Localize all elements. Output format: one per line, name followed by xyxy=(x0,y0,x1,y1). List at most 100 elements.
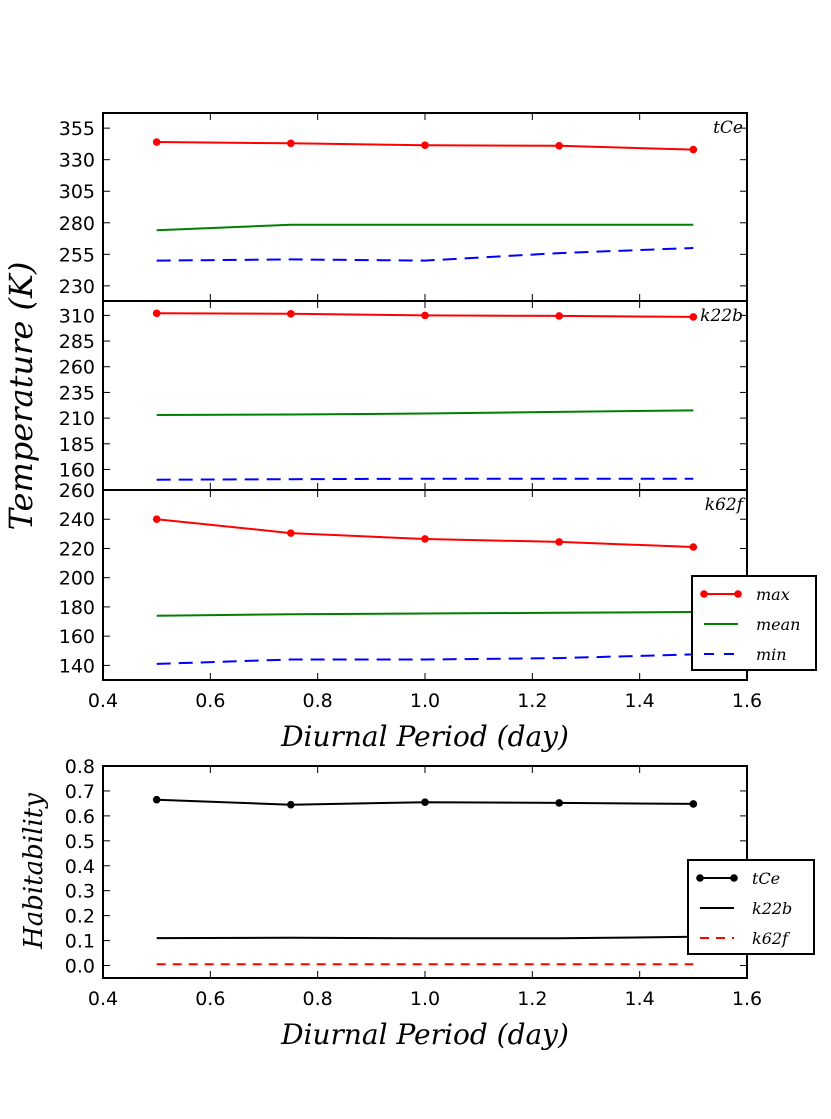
ytick-label: 255 xyxy=(59,244,95,266)
series-max-point xyxy=(555,538,563,546)
xtick-label: 1.4 xyxy=(625,690,655,712)
series-max-point xyxy=(287,529,295,537)
panel-k22b: 310 285 260 235 210 185 160 k22b xyxy=(59,300,748,491)
xtick-label: 0.4 xyxy=(88,988,118,1010)
legend-label-mean: mean xyxy=(756,615,800,634)
ytick-label: 305 xyxy=(59,181,95,203)
legend-marker xyxy=(700,590,708,598)
series-tCe-point xyxy=(421,798,429,806)
legend: tCe k22b k62f xyxy=(687,859,815,955)
panel-annotation: k62f xyxy=(705,495,746,515)
ytick-label: 0.8 xyxy=(65,756,95,778)
habitability-ylabel: Habitability xyxy=(19,793,49,950)
ytick-label: 310 xyxy=(59,305,95,327)
ytick-label: 160 xyxy=(59,459,95,481)
xtick-label: 0.4 xyxy=(88,690,118,712)
series-min-line xyxy=(156,653,694,665)
xtick-label: 0.8 xyxy=(303,988,333,1010)
panel-annotation: k22b xyxy=(700,306,743,326)
plots-layer: 355 330 305 280 255 230 tCe 310 285 260 235 210 185 1… xyxy=(59,112,817,1051)
legend-label-min: min xyxy=(756,645,787,664)
series-tCe-point xyxy=(287,800,295,809)
ytick-label: 210 xyxy=(59,408,95,430)
series-max-point xyxy=(555,142,563,150)
legend-marker xyxy=(696,874,704,882)
xtick-label: 1.0 xyxy=(410,988,440,1010)
series-max-point xyxy=(555,312,563,320)
series-max-point xyxy=(689,313,698,321)
ytick-label: 0.6 xyxy=(65,806,95,828)
xtick-label: 1.2 xyxy=(517,690,547,712)
ytick-label: 220 xyxy=(59,538,95,560)
panel-habitability: 0.8 0.7 0.6 0.5 0.4 0.3 0.2 0.1 0.0 0.4 0.6 0.8 1.0 1… xyxy=(65,756,815,1051)
ytick-label: 240 xyxy=(59,509,95,531)
series-max-point xyxy=(152,515,161,524)
xtick-label: 0.8 xyxy=(303,690,333,712)
series-mean-line xyxy=(156,611,694,617)
series-tCe-point xyxy=(555,799,563,807)
xtick-label: 1.2 xyxy=(517,988,547,1010)
panel-tCe: 355 330 305 280 255 230 tCe xyxy=(59,112,748,302)
series-max-point xyxy=(689,145,698,154)
series-max-point xyxy=(152,138,161,146)
legend-marker xyxy=(734,590,742,598)
ytick-label: 160 xyxy=(59,626,95,648)
ytick-label: 180 xyxy=(59,597,95,619)
panel-frame xyxy=(102,489,748,681)
xtick-label: 1.6 xyxy=(732,690,762,712)
legend-label-k22b: k22b xyxy=(752,899,792,918)
ytick-label: 0.0 xyxy=(65,956,95,978)
ytick-label: 285 xyxy=(59,331,95,353)
ytick-label: 235 xyxy=(59,382,95,404)
series-tCe-point xyxy=(689,800,698,808)
ytick-label: 260 xyxy=(59,357,95,379)
temperature-ylabel: Temperature (K) xyxy=(2,262,40,531)
series-max-point xyxy=(421,535,429,543)
ytick-label: 185 xyxy=(59,434,95,456)
xtick-label: 0.6 xyxy=(195,988,225,1010)
xtick-label: 1.6 xyxy=(732,988,762,1010)
ytick-label: 0.1 xyxy=(65,931,95,953)
legend-label-k62f: k62f xyxy=(752,929,791,948)
series-max-point xyxy=(152,309,161,318)
xtick-label: 1.4 xyxy=(625,988,655,1010)
series-max-line xyxy=(156,518,694,548)
x-axis-label: Diurnal Period (day) xyxy=(280,1018,569,1051)
series-min-line xyxy=(156,477,694,481)
series-max-point xyxy=(421,141,429,149)
series-max-point xyxy=(287,310,295,318)
legend-marker xyxy=(730,874,738,882)
series-max-point xyxy=(287,139,295,148)
ytick-label: 230 xyxy=(59,276,95,298)
panel-annotation: tCe xyxy=(713,118,743,138)
panel-frame xyxy=(102,112,748,302)
series-max-point xyxy=(421,311,429,320)
series-min-line xyxy=(156,247,694,262)
ytick-label: 260 xyxy=(59,480,95,502)
xtick-label: 1.0 xyxy=(410,690,440,712)
series-mean-line xyxy=(156,223,694,232)
ytick-label: 0.2 xyxy=(65,906,95,928)
ytick-label: 140 xyxy=(59,655,95,677)
ytick-label: 0.3 xyxy=(65,881,95,903)
panel-frame xyxy=(102,765,748,979)
ytick-label: 0.7 xyxy=(65,781,95,803)
ytick-label: 200 xyxy=(59,568,95,590)
legend-label-tCe: tCe xyxy=(752,869,780,888)
xtick-label: 0.6 xyxy=(195,690,225,712)
series-k22b-line xyxy=(156,935,694,940)
panel-k62f: 260 240 220 200 180 160 140 0.4 0.6 0.8 1.0 1.2 1.4 1… xyxy=(59,480,817,753)
series-max-point xyxy=(689,543,698,551)
x-axis-label: Diurnal Period (day) xyxy=(280,720,569,753)
ytick-label: 355 xyxy=(59,118,95,140)
ytick-label: 330 xyxy=(59,150,95,172)
ytick-label: 0.4 xyxy=(65,856,95,878)
series-mean-line xyxy=(156,409,694,416)
legend-label-max: max xyxy=(756,585,790,604)
ytick-label: 0.5 xyxy=(65,831,95,853)
series-tCe-point xyxy=(152,795,161,804)
panel-frame xyxy=(102,300,748,491)
ytick-label: 280 xyxy=(59,213,95,235)
legend: max mean min xyxy=(691,575,817,671)
